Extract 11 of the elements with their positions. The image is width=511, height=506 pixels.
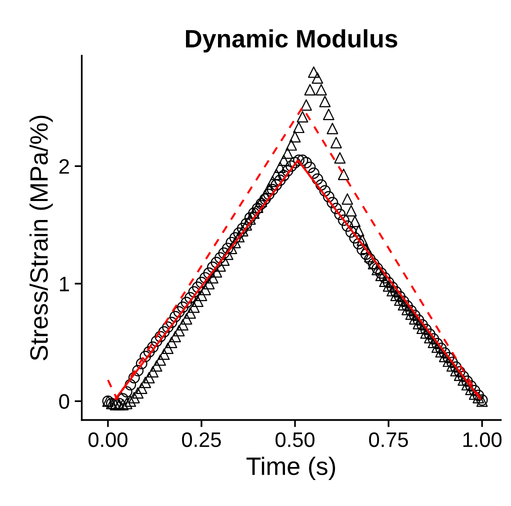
y-tick-label: 2: [59, 159, 69, 174]
y-axis-title: Stress/Strain (MPa/%): [30, 116, 53, 360]
x-tick-label: 0.75: [369, 432, 408, 448]
x-tick-label: 0.50: [276, 432, 314, 448]
y-tick-label: 1: [60, 276, 69, 292]
x-tick-label: 0.00: [88, 432, 128, 448]
x-tick-label: 0.25: [182, 432, 221, 448]
chart-title: Dynamic Modulus: [186, 29, 398, 53]
x-axis-title: Time (s): [246, 456, 336, 480]
y-tick-label: 0: [59, 394, 70, 409]
x-tick-label: 1.00: [463, 432, 502, 448]
